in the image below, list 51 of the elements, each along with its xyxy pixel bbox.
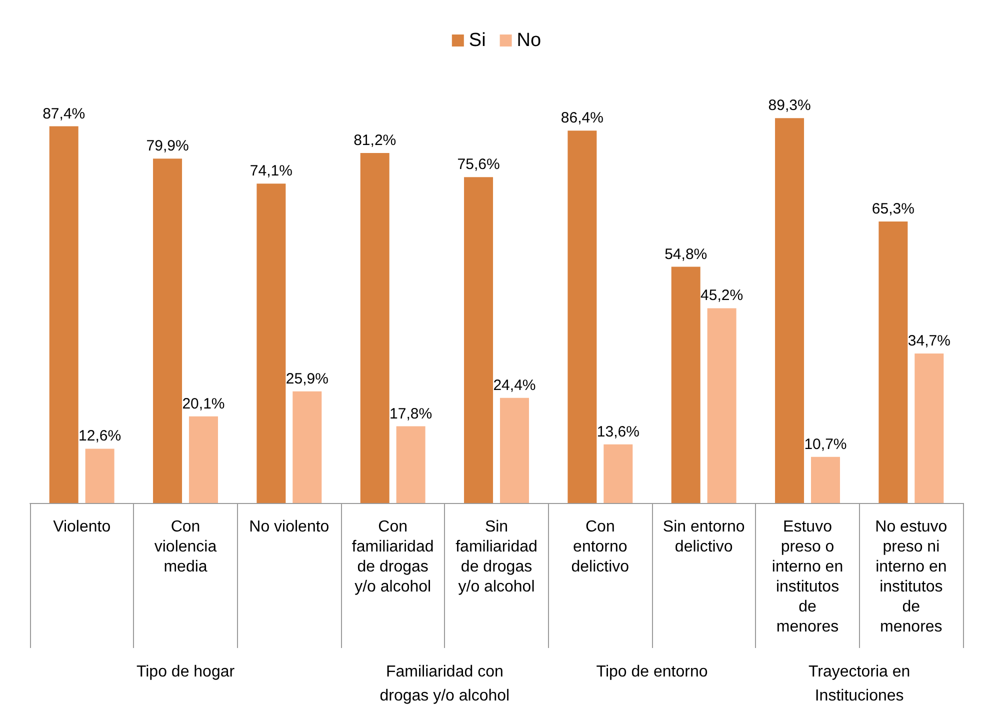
legend-label: Si — [468, 30, 486, 51]
bar — [360, 153, 390, 503]
text: Trayectoria en Instituciones — [808, 664, 910, 704]
data-label: 54,8% — [664, 246, 708, 263]
bar — [153, 158, 182, 503]
x-tick-label: Sin familiaridad de drogas y/o alcohol — [456, 518, 538, 596]
data-label: 24,4% — [493, 376, 536, 394]
data-label: 20,1% — [182, 395, 225, 412]
bar — [568, 130, 597, 503]
text: Tipo de hogar — [136, 664, 236, 680]
bar — [396, 426, 426, 503]
text: Familiaridad con drogas y/o alcohol — [380, 664, 510, 704]
data-label: 74,1% — [250, 162, 292, 180]
bar — [500, 398, 529, 503]
data-label: 75,6% — [457, 156, 500, 174]
x-tick-label: Con familiaridad de drogas y/o alcohol — [352, 518, 434, 596]
x-tick-label: Con entorno delictivo — [571, 518, 630, 576]
bar — [878, 222, 908, 503]
x-tick-label: No violento — [249, 518, 330, 536]
data-label: 89,3% — [768, 97, 811, 114]
bar — [810, 456, 840, 503]
bar — [188, 416, 218, 503]
text: Tipo de entorno — [596, 664, 708, 680]
bar — [85, 448, 114, 503]
data-label: 13,6% — [596, 423, 640, 440]
x-tick-label: No estuvo preso ni interno en institutos de menores — [875, 518, 948, 636]
legend-label: No — [516, 30, 542, 51]
data-label: 45,2% — [700, 287, 744, 304]
bar — [671, 266, 700, 503]
data-label: 17,8% — [390, 405, 432, 422]
data-label: 87,4% — [42, 105, 86, 122]
bar — [914, 353, 944, 503]
bar — [707, 308, 736, 503]
x-tick-label: Estuvo preso o interno en institutos de menores — [772, 518, 844, 636]
data-label: 12,6% — [78, 428, 122, 445]
data-label: 34,7% — [908, 332, 950, 350]
x-tick-label: Con violencia media — [154, 518, 217, 576]
data-label: 81,2% — [354, 132, 396, 150]
data-label: 79,9% — [146, 138, 189, 155]
bar — [775, 118, 804, 503]
bar — [292, 391, 322, 503]
x-tick-label: Violento — [53, 518, 111, 536]
data-label: 86,4% — [560, 110, 604, 127]
data-label: 10,7% — [804, 436, 847, 453]
bar — [256, 184, 286, 503]
bar — [49, 126, 78, 503]
data-label: 25,9% — [286, 370, 328, 388]
x-tick-label: Sin entorno delictivo — [662, 518, 745, 556]
bar — [464, 177, 494, 503]
bar — [604, 444, 633, 503]
data-label: 65,3% — [872, 200, 914, 218]
